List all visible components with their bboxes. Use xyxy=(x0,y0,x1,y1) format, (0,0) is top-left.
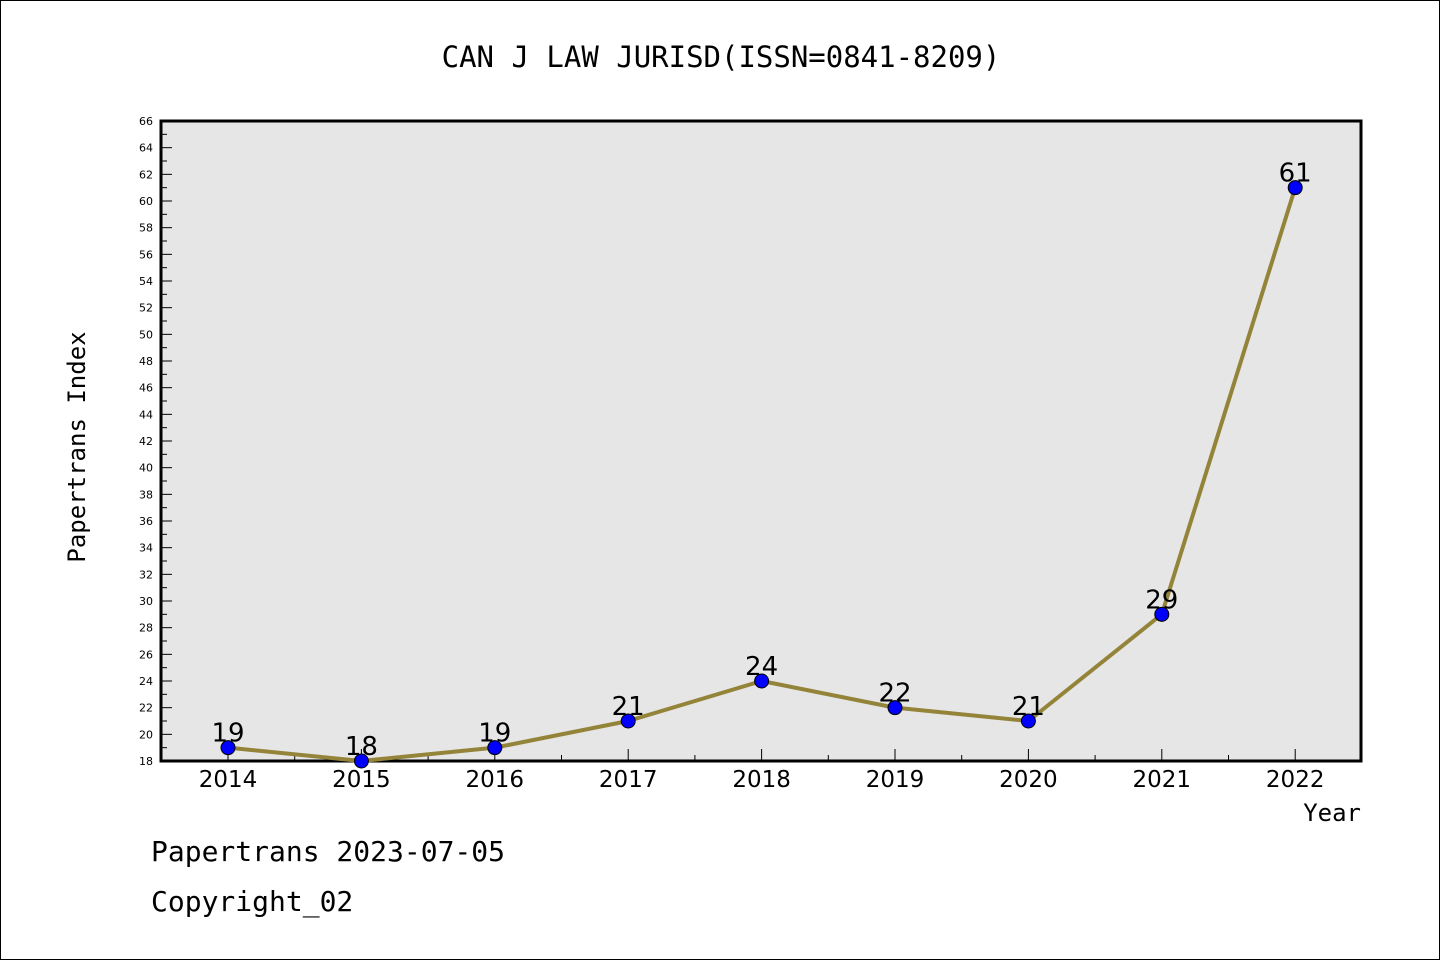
data-label-group: 19 18 19 21 24 22 21 29 61 xyxy=(211,159,1311,762)
data-label: 24 xyxy=(745,652,778,682)
y-tick-label: 56 xyxy=(139,248,153,261)
data-label: 29 xyxy=(1145,585,1178,615)
data-point xyxy=(487,740,503,756)
y-axis-ticks: 18 20 22 24 26 28 30 32 34 36 38 40 42 44 46 48 50 52 54 56… xyxy=(139,115,172,768)
x-tick-label: 2022 xyxy=(1266,767,1325,793)
y-tick-label: 50 xyxy=(139,328,153,341)
y-tick-label: 66 xyxy=(139,115,153,128)
plot-area xyxy=(159,119,1363,763)
y-tick-label: 30 xyxy=(139,595,153,608)
y-tick-label: 64 xyxy=(139,142,153,155)
y-tick-label: 58 xyxy=(139,222,153,235)
y-tick-label: 52 xyxy=(139,302,153,315)
y-tick-label: 44 xyxy=(139,408,153,421)
x-axis-label: Year xyxy=(1303,799,1361,827)
y-tick-label: 28 xyxy=(139,622,153,635)
x-tick-label: 2018 xyxy=(732,767,791,793)
y-tick-label: 20 xyxy=(139,728,153,741)
data-point xyxy=(353,753,369,769)
footer-date-text: Papertrans 2023-07-05 xyxy=(151,835,506,868)
y-tick-label: 34 xyxy=(139,542,153,555)
x-tick-label: 2021 xyxy=(1133,767,1192,793)
y-tick-label: 60 xyxy=(139,195,153,208)
data-label: 19 xyxy=(478,719,511,749)
y-tick-label: 48 xyxy=(139,355,153,368)
data-point xyxy=(1020,713,1036,729)
x-tick-label: 2015 xyxy=(332,767,391,793)
y-axis-label: Papertrans Index xyxy=(63,331,91,562)
y-tick-label: 24 xyxy=(139,675,153,688)
x-tick-label: 2017 xyxy=(599,767,658,793)
x-tick-label: 2020 xyxy=(999,767,1058,793)
y-tick-label: 32 xyxy=(139,568,153,581)
data-label: 21 xyxy=(612,692,645,722)
data-point xyxy=(620,713,636,729)
x-tick-label: 2014 xyxy=(199,767,258,793)
x-axis-ticks: 2014 2015 2016 2017 2018 2019 2020 2021 2022 xyxy=(199,749,1325,793)
y-tick-label: 38 xyxy=(139,488,153,501)
data-label: 61 xyxy=(1279,159,1312,189)
y-tick-label: 62 xyxy=(139,168,153,181)
y-tick-label: 40 xyxy=(139,462,153,475)
data-point xyxy=(754,673,770,689)
series-group xyxy=(220,180,1303,769)
y-tick-label: 22 xyxy=(139,702,153,715)
y-tick-label: 46 xyxy=(139,382,153,395)
data-label: 22 xyxy=(878,679,911,709)
data-point xyxy=(1154,606,1170,622)
data-point xyxy=(887,700,903,716)
y-tick-label: 18 xyxy=(139,755,153,768)
y-tick-label: 54 xyxy=(139,275,153,288)
chart-title: CAN J LAW JURISD(ISSN=0841-8209) xyxy=(442,40,1001,74)
x-tick-label: 2019 xyxy=(866,767,925,793)
y-tick-label: 36 xyxy=(139,515,153,528)
footer-copyright-text: Copyright_02 xyxy=(151,885,354,918)
data-point xyxy=(220,740,236,756)
y-tick-label: 26 xyxy=(139,648,153,661)
data-label: 21 xyxy=(1012,692,1045,722)
x-tick-label: 2016 xyxy=(466,767,525,793)
y-tick-label: 42 xyxy=(139,435,153,448)
data-label: 18 xyxy=(345,732,378,762)
data-point xyxy=(1287,180,1303,196)
data-label: 19 xyxy=(211,719,244,749)
